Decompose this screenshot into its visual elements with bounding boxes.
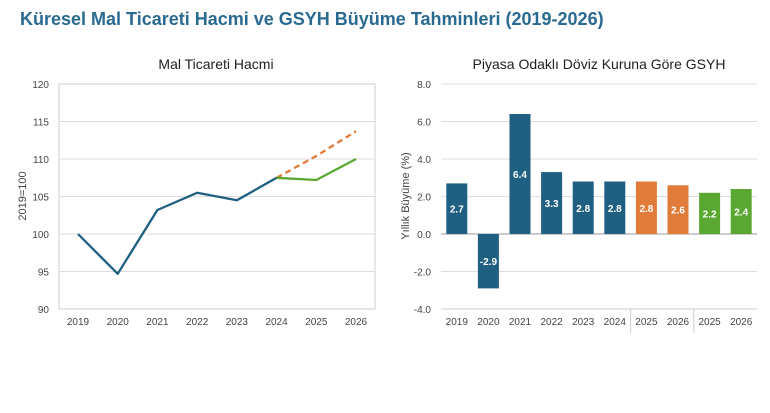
- gdp-growth-chart: Piyasa Odaklı Döviz Kuruna Göre GSYH Yıl…: [400, 56, 757, 333]
- gdp-bar: [730, 189, 752, 234]
- gdp-chart-yticks: -4.0 -2.0 0.0 2.0 4.0 6.0 8.0: [414, 80, 432, 316]
- trade-ytick-label: 110: [33, 155, 49, 166]
- gdp-xtick-label: 2022: [540, 317, 563, 328]
- gdp-bar: [509, 114, 531, 234]
- gdp-ytick-label: -2.0: [414, 268, 432, 279]
- gdp-chart-xticks: 2019 2020 2021 2022 2023 2024 2025 2026 2025 2026: [441, 308, 757, 333]
- gdp-bar: [446, 183, 468, 234]
- gdp-chart-bars: 2.7 -2.9 6.4 3.3 2.8 2.8 2.8 2.6 2.2 2.4: [446, 114, 752, 289]
- trade-xtick-label: 2024: [265, 317, 288, 328]
- gdp-xtick-label: 2024: [604, 317, 627, 328]
- trade-ytick-label: 120: [32, 80, 49, 91]
- page-title: Küresel Mal Ticareti Hacmi ve GSYH Büyüm…: [20, 9, 604, 29]
- gdp-ytick-label: -4.0: [414, 305, 432, 316]
- trade-ytick-label: 105: [32, 193, 49, 204]
- trade-series-line-1: [77, 176, 278, 275]
- gdp-ytick-label: 4.0: [417, 155, 431, 166]
- trade-chart-title: Mal Ticareti Hacmi: [158, 56, 273, 72]
- gdp-ytick-label: 2.0: [417, 193, 431, 204]
- trade-chart-series: [77, 130, 357, 275]
- gdp-data-label: 2.8: [608, 204, 622, 215]
- gdp-xtick-label: 2026: [667, 317, 690, 328]
- gdp-xtick-label: 2021: [509, 317, 532, 328]
- gdp-xtick-label: 2023: [572, 317, 595, 328]
- gdp-data-label: 2.8: [576, 204, 590, 215]
- gdp-data-label: 2.7: [450, 205, 464, 216]
- gdp-bar: [699, 192, 721, 235]
- trade-chart-yticks: 90 95 100 105 110 115 120: [32, 80, 49, 316]
- gdp-ytick-label: 6.0: [417, 118, 431, 129]
- gdp-bar: [604, 181, 626, 234]
- trade-xtick-label: 2026: [345, 317, 368, 328]
- gdp-bar: [667, 185, 689, 235]
- gdp-xtick-label: 2020: [477, 317, 500, 328]
- gdp-data-label: 3.3: [545, 199, 559, 210]
- gdp-data-label: 2.4: [734, 208, 748, 219]
- trade-volume-chart: Mal Ticareti Hacmi 2019=100 90 95 100 105 11…: [17, 56, 376, 328]
- trade-xtick-label: 2025: [305, 317, 328, 328]
- gdp-data-label: 2.6: [671, 206, 685, 217]
- trade-series-line-2: [276, 130, 357, 179]
- gdp-chart-title: Piyasa Odaklı Döviz Kuruna Göre GSYH: [473, 56, 726, 72]
- gdp-data-label: 2.2: [703, 209, 717, 220]
- gdp-bar: [572, 181, 594, 234]
- trade-chart-xticks: 2019 2020 2021 2022 2023 2024 2025 2026: [67, 317, 368, 328]
- trade-xtick-label: 2022: [186, 317, 209, 328]
- trade-ytick-label: 100: [32, 230, 49, 241]
- gdp-bar: [477, 234, 499, 289]
- trade-chart-ylabel: 2019=100: [17, 171, 29, 220]
- gdp-ytick-label: 8.0: [417, 80, 431, 91]
- gdp-data-label: 2.8: [639, 204, 653, 215]
- gdp-ytick-label: 0.0: [417, 230, 431, 241]
- trade-series-line-3: [276, 157, 357, 182]
- gdp-data-label: -2.9: [480, 257, 498, 268]
- gdp-xtick-label: 2025: [698, 317, 721, 328]
- trade-ytick-label: 95: [38, 268, 50, 279]
- gdp-xtick-label: 2019: [446, 317, 469, 328]
- gdp-chart-ylabel: Yıllık Büyüme (%): [400, 152, 412, 239]
- trade-xtick-label: 2021: [146, 317, 169, 328]
- gdp-bar: [635, 181, 657, 234]
- gdp-xtick-label: 2025: [635, 317, 658, 328]
- gdp-data-label: 6.4: [513, 170, 527, 181]
- trade-xtick-label: 2020: [107, 317, 130, 328]
- trade-xtick-label: 2023: [226, 317, 249, 328]
- gdp-xtick-label: 2026: [730, 317, 753, 328]
- trade-ytick-label: 90: [38, 305, 50, 316]
- trade-ytick-label: 115: [33, 118, 49, 129]
- trade-xtick-label: 2019: [67, 317, 90, 328]
- gdp-bar: [541, 172, 563, 234]
